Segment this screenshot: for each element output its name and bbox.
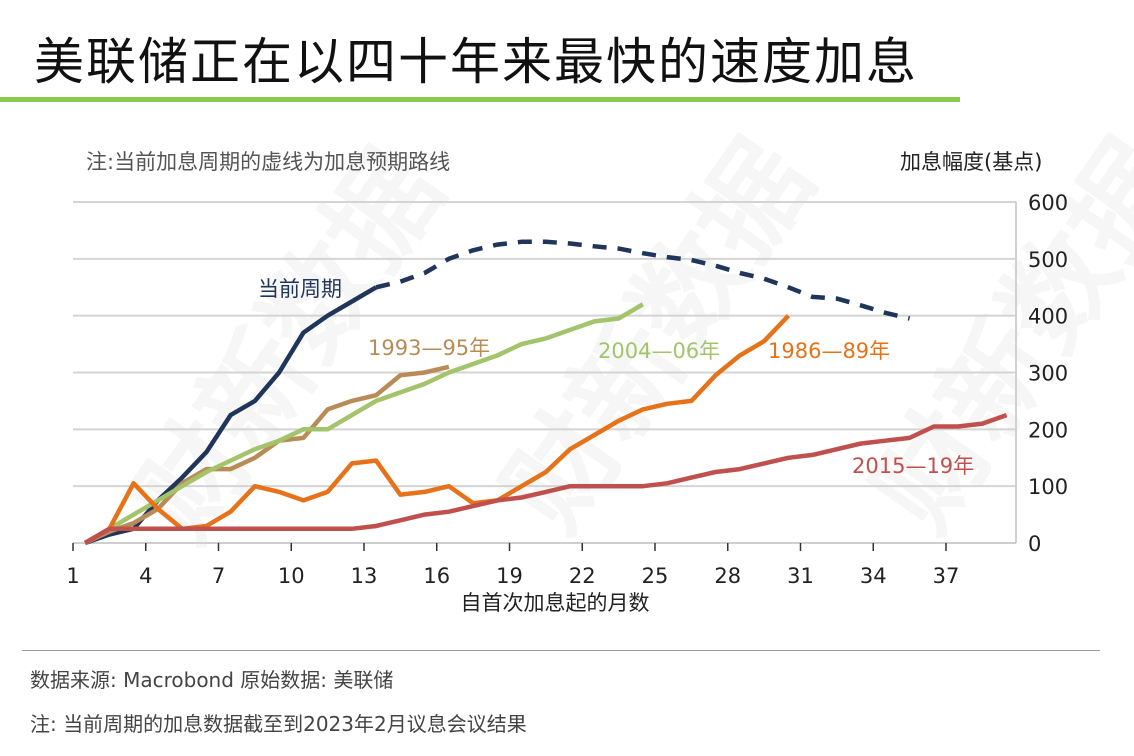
x-tick-label: 25 [642,564,669,588]
y-tick-label: 300 [1028,362,1068,386]
page-title: 美联储正在以四十年来最快的速度加息 [34,33,918,91]
footer-divider [22,650,1100,651]
series-label: 当前周期 [258,277,342,301]
x-tick-label: 13 [351,564,378,588]
y-tick-label: 400 [1028,305,1068,329]
chart-note: 注:当前加息周期的虚线为加息预期路线 [86,150,451,174]
y-tick-label: 200 [1028,418,1068,442]
x-tick-label: 19 [496,564,523,588]
x-tick-label: 37 [933,564,960,588]
series-line-0 [84,285,378,546]
data-source: 数据来源: Macrobond 原始数据: 美联储 [30,668,394,692]
series-label: 2004—06年 [598,339,720,363]
series-labels: 当前周期 1993—95年 2004—06年 1986—89年 2015—19年 [258,277,974,478]
gridlines [73,201,1016,488]
x-tick-label: 10 [278,564,305,588]
x-tick-label: 34 [860,564,887,588]
x-tick-label: 22 [569,564,596,588]
series-line-2 [84,364,450,546]
series-label: 2015—19年 [852,454,974,478]
x-tick-label: 4 [139,564,152,588]
x-tick-label: 28 [714,564,741,588]
y-tick-label: 600 [1028,191,1068,215]
axes: 0 100 200 300 400 500 600 1 4 7 10 13 16 19 22 25 28 31 34… [66,191,1068,588]
y-tick-label: 100 [1028,475,1068,499]
title-underline [0,97,960,102]
x-tick-label: 16 [423,564,450,588]
series-label: 1986—89年 [768,339,890,363]
series-line-5 [83,412,1008,545]
footnote: 注: 当前周期的加息数据截至到2023年2月议息会议结果 [30,712,527,736]
x-tick-label: 1 [66,564,79,588]
series-line-3 [83,302,645,545]
x-axis-label: 自首次加息起的月数 [0,587,1134,617]
series-label: 1993—95年 [368,336,490,360]
x-axis-label-text: 自首次加息起的月数 [460,591,650,615]
series-line-current-projection [375,239,911,321]
x-tick-label: 7 [212,564,225,588]
x-tick-label: 31 [787,564,814,588]
series-lines [83,239,1008,546]
series-line-4 [83,314,791,545]
line-chart: 0 100 200 300 400 500 600 1 4 7 10 13 16 19 22 25 28 31 34… [66,191,1068,588]
y-axis-label: 加息幅度(基点) [900,150,1043,174]
y-tick-label: 500 [1028,248,1068,272]
y-tick-label: 0 [1028,532,1041,556]
